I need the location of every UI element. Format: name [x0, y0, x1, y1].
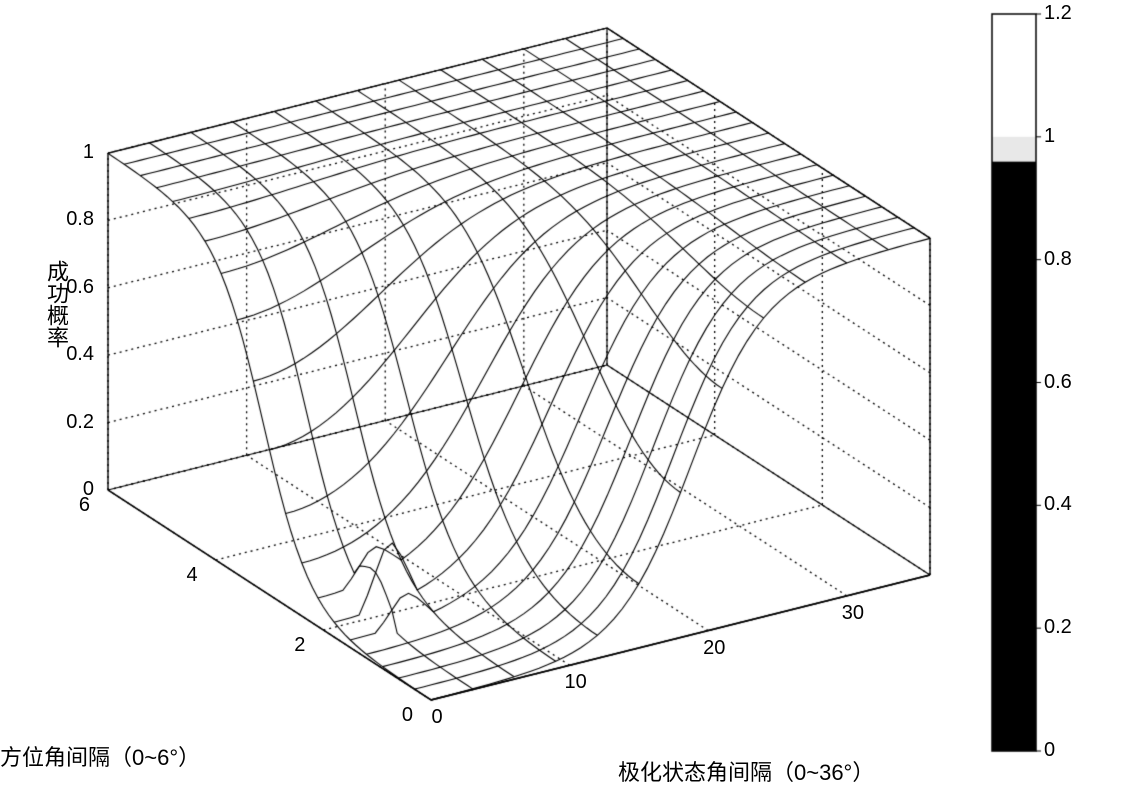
tick-label: 1 [83, 141, 94, 164]
tick-label: 2 [294, 634, 305, 657]
tick-label: 0.2 [1044, 616, 1072, 639]
tick-label: 20 [703, 637, 725, 660]
tick-label: 4 [187, 564, 198, 587]
tick-label: 0.6 [66, 276, 94, 299]
tick-label: 0 [402, 704, 413, 727]
tick-label: 1 [1044, 125, 1055, 148]
tick-label: 0.8 [1044, 248, 1072, 271]
tick-label: 0.6 [1044, 371, 1072, 394]
tick-label: 1.2 [1044, 2, 1072, 25]
z-axis-label: 成功概率 [40, 260, 72, 348]
tick-label: 6 [79, 494, 90, 517]
tick-label: 0.2 [66, 411, 94, 434]
tick-label: 0 [1044, 739, 1055, 762]
tick-label: 30 [842, 602, 864, 625]
tick-label: 0.4 [1044, 493, 1072, 516]
tick-label: 0.4 [66, 343, 94, 366]
tick-label: 0 [431, 706, 442, 729]
y-axis-label: 极化状态角间隔（0~36°） [618, 755, 874, 787]
tick-label: 10 [564, 671, 586, 694]
tick-label: 0.8 [66, 208, 94, 231]
x-axis-label: 方位角间隔（0~6°） [0, 740, 200, 772]
